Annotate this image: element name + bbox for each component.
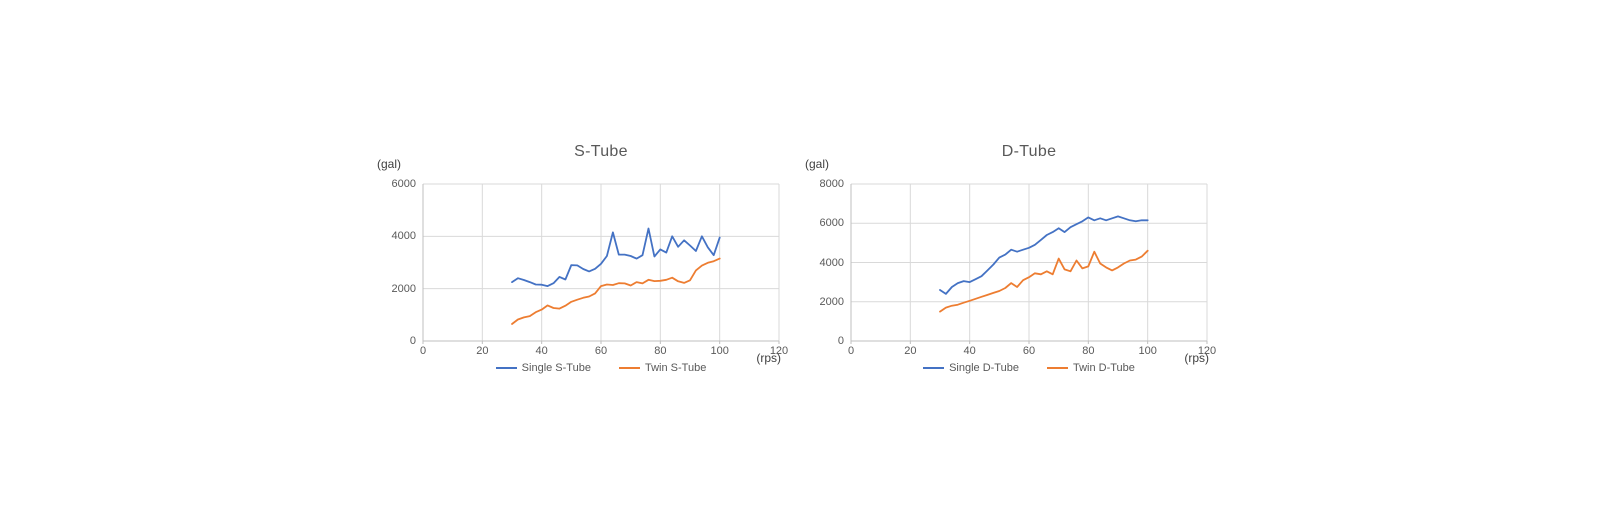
x-axis-unit-label: (rps) [756, 351, 781, 365]
x-tick-label: 40 [535, 345, 548, 357]
series-line-single-s-tube [511, 227, 721, 288]
legend-item-single-d-tube: Single D-Tube [923, 362, 1019, 374]
y-tick-label: 4000 [819, 256, 844, 269]
chart-legend: Single D-Tube Twin D-Tube [851, 362, 1207, 374]
s-tube-chart: S-Tube (gal) 0 2000 4000 6000 0 20 40 60 80 100 1… [368, 138, 788, 383]
x-tick-label: 100 [1138, 345, 1157, 357]
y-axis-unit-label: (gal) [377, 157, 402, 171]
x-tick-label: 120 [1197, 345, 1217, 357]
x-axis-unit-label: (rps) [1184, 351, 1209, 365]
x-tick-label: 20 [904, 345, 917, 357]
legend-item-twin-s-tube: Twin S-Tube [618, 362, 707, 374]
d-tube-chart: D-Tube (gal) 0 2000 4000 6000 8000 0 20 40 60 80… [796, 138, 1216, 383]
legend-line-swatch [495, 367, 517, 369]
legend-label: Single D-Tube [949, 362, 1019, 374]
x-tick-label: 0 [847, 345, 855, 357]
legend-item-twin-d-tube: Twin D-Tube [1046, 362, 1135, 374]
y-tick-label: 8000 [819, 178, 844, 190]
y-tick-label: 6000 [391, 178, 416, 190]
y-tick-label: 2000 [391, 282, 416, 295]
plot-area [422, 183, 780, 344]
legend-line-swatch [1046, 367, 1068, 369]
legend-item-single-s-tube: Single S-Tube [495, 362, 591, 374]
plot-area [850, 183, 1208, 344]
legend-label: Twin D-Tube [1072, 362, 1135, 374]
x-tick-label: 60 [594, 345, 608, 357]
legend-label: Single S-Tube [521, 362, 591, 374]
y-tick-label: 6000 [819, 217, 844, 230]
chart-legend: Single S-Tube Twin S-Tube [423, 362, 779, 374]
x-tick-label: 80 [1082, 345, 1095, 357]
chart-title: D-Tube [1001, 143, 1057, 160]
y-axis-unit-label: (gal) [805, 157, 830, 171]
series-line-twin-s-tube [511, 257, 721, 325]
series-line-twin-d-tube [939, 249, 1149, 313]
x-tick-label: 80 [654, 345, 667, 357]
legend-label: Twin S-Tube [644, 362, 707, 374]
y-tick-label: 0 [409, 335, 416, 347]
y-tick-label: 4000 [391, 230, 416, 243]
x-tick-label: 120 [769, 345, 789, 357]
chart-title: S-Tube [574, 143, 628, 160]
y-tick-label: 0 [837, 335, 844, 347]
x-tick-label: 60 [1022, 345, 1036, 357]
legend-line-swatch [618, 367, 640, 369]
y-tick-label: 2000 [819, 295, 844, 308]
x-tick-label: 20 [476, 345, 489, 357]
legend-line-swatch [923, 367, 945, 369]
x-tick-label: 40 [963, 345, 976, 357]
series-line-single-d-tube [939, 215, 1149, 295]
x-tick-label: 100 [710, 345, 729, 357]
x-tick-label: 0 [419, 345, 427, 357]
